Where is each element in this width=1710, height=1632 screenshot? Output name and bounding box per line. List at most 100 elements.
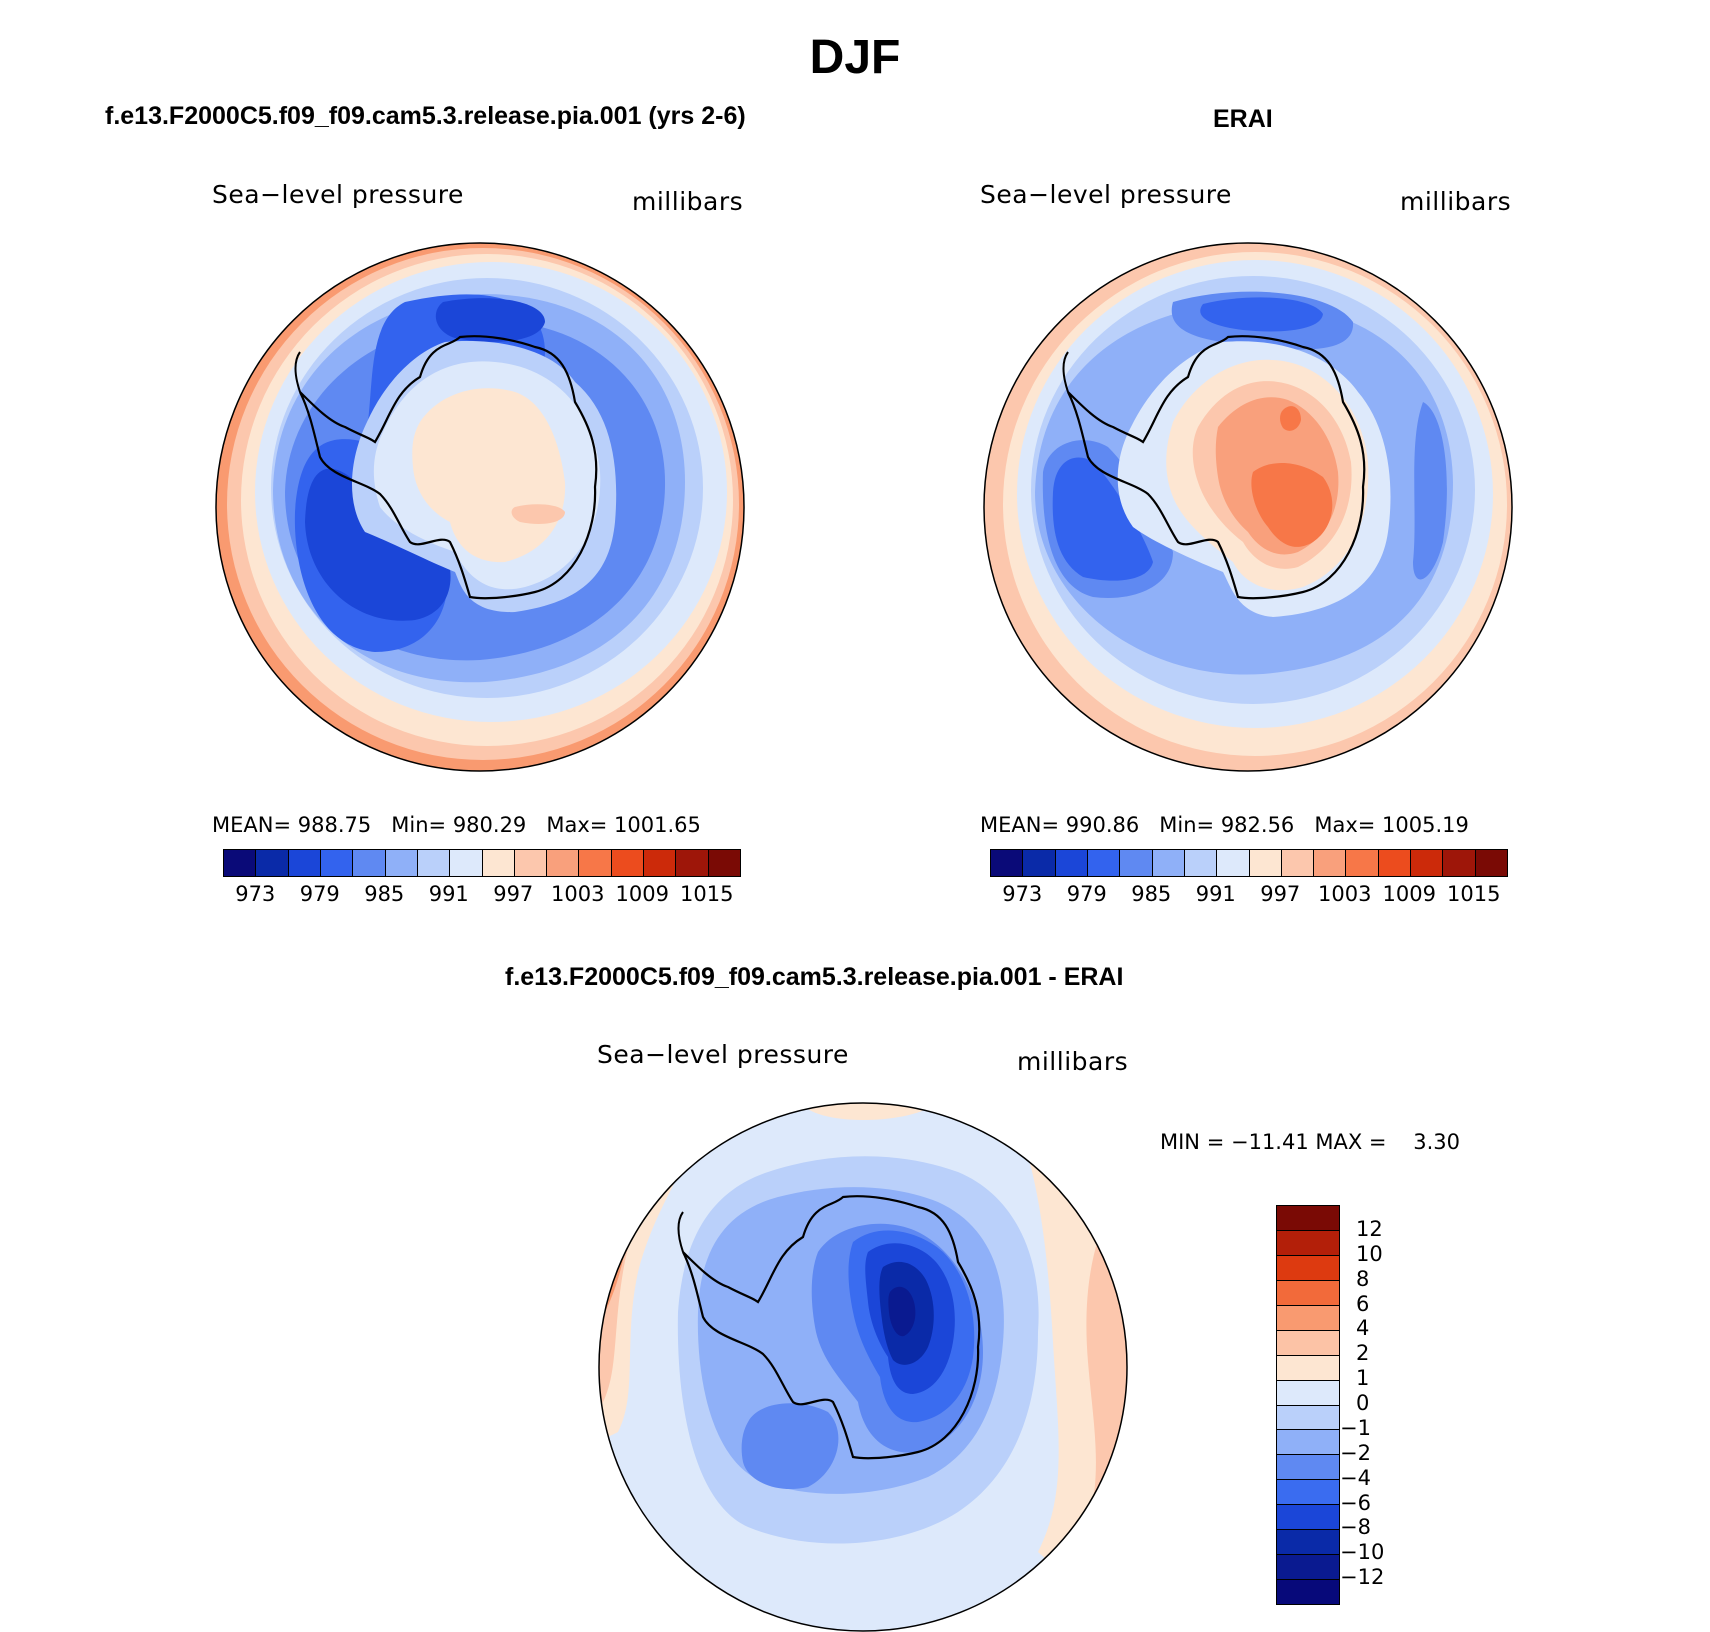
colorbar-tick-label: −12 — [1340, 1565, 1385, 1590]
colorbar-swatch — [1411, 850, 1444, 876]
panel-3-max-value: 3.30 — [1413, 1130, 1461, 1154]
colorbar-swatch — [1475, 850, 1507, 876]
colorbar-swatch — [708, 850, 740, 876]
colorbar-swatch — [1184, 850, 1218, 876]
panel-1-units-label: millibars — [632, 187, 744, 216]
colorbar-tick-label: 1003 — [1318, 882, 1372, 906]
panel-2-map-border — [983, 242, 1513, 772]
panel-2-peninsula-outline — [1062, 351, 1069, 393]
colorbar-swatch — [1277, 1505, 1339, 1531]
colorbar-swatch — [320, 850, 354, 876]
panel-2-max-value: 1005.19 — [1382, 813, 1469, 837]
colorbar-swatch — [1443, 850, 1476, 876]
panel-2-stats: MEAN= 990.86 Min= 982.56 Max= 1005.19 — [980, 813, 1469, 837]
panel-1-antarctica-outline — [299, 335, 598, 600]
colorbar-tick-label: 1003 — [551, 882, 605, 906]
colorbar-swatch — [1249, 850, 1282, 876]
colorbar-tick-label: 1 — [1356, 1366, 1370, 1391]
colorbar-tick-label: 997 — [1260, 882, 1301, 906]
panel-1-continent-max — [511, 504, 565, 524]
panel-1-max-label: Max= — [546, 813, 608, 837]
colorbar-swatch — [1023, 850, 1056, 876]
colorbar-swatch — [1277, 1380, 1339, 1406]
colorbar-swatch — [1152, 850, 1185, 876]
panel-2-variable-label: Sea−level pressure — [980, 180, 1232, 209]
colorbar-tick-label: −4 — [1340, 1465, 1371, 1490]
colorbar-tick-label: 973 — [235, 882, 276, 906]
colorbar-swatch — [644, 850, 677, 876]
panel-1-low-core — [435, 298, 545, 342]
colorbar-swatch — [224, 850, 257, 876]
colorbar-tick-label: 2 — [1356, 1341, 1370, 1366]
panel-1-min-value: 980.29 — [452, 813, 527, 837]
colorbar-swatch — [1281, 850, 1315, 876]
colorbar-tick-label: 973 — [1002, 882, 1043, 906]
colorbar-swatch — [482, 850, 515, 876]
colorbar-swatch — [1277, 1455, 1339, 1481]
panel-1-variable-label: Sea−level pressure — [212, 180, 464, 209]
colorbar-swatch — [547, 850, 580, 876]
colorbar-swatch — [1346, 850, 1379, 876]
colorbar-swatch — [579, 850, 612, 876]
colorbar-swatch — [1055, 850, 1088, 876]
colorbar-swatch — [991, 850, 1024, 876]
panel-1-title: f.e13.F2000C5.f09_f09.cam5.3.release.pia… — [105, 102, 746, 130]
panel-3-antarctica-outline — [682, 1195, 981, 1460]
colorbar-swatch — [288, 850, 321, 876]
colorbar-swatch — [417, 850, 451, 876]
colorbar-tick-label: 991 — [428, 882, 469, 906]
colorbar-tick-label: −1 — [1340, 1415, 1371, 1440]
panel-3-colorbar — [1276, 1205, 1340, 1605]
panel-1-mean-label: MEAN= — [212, 813, 292, 837]
panel-3-units-label: millibars — [1017, 1047, 1129, 1076]
panel-2-continent-max — [1280, 406, 1301, 431]
panel-1-max-value: 1001.65 — [614, 813, 701, 837]
panel-3-min-value: −11.41 — [1230, 1130, 1309, 1154]
colorbar-swatch — [1277, 1280, 1339, 1306]
panel-1-peninsula-outline — [294, 351, 301, 393]
panel-1-colorbar — [223, 849, 741, 877]
panel-3-colorbar-ticks: 12 10 8 6 4 2 1 0 −1 −2 −4 −6 −8 −10 −12 — [1340, 1205, 1436, 1603]
colorbar-swatch — [1378, 850, 1412, 876]
colorbar-swatch — [385, 850, 418, 876]
panel-2-continent-max — [1251, 462, 1333, 547]
colorbar-swatch — [1277, 1580, 1339, 1604]
panel-2-mean-value: 990.86 — [1065, 813, 1140, 837]
colorbar-tick-label: 1015 — [680, 882, 734, 906]
colorbar-swatch — [1277, 1555, 1339, 1581]
colorbar-swatch — [450, 850, 483, 876]
figure-title: DJF — [809, 31, 901, 84]
colorbar-swatch — [1314, 850, 1347, 876]
panel-3-continent-min — [888, 1286, 916, 1337]
colorbar-tick-label: 4 — [1356, 1316, 1370, 1341]
colorbar-tick-label: 991 — [1195, 882, 1236, 906]
panel-3-low-cell — [741, 1403, 839, 1490]
panel-2-min-value: 982.56 — [1220, 813, 1295, 837]
panel-2-max-label: Max= — [1314, 813, 1376, 837]
colorbar-tick-label: −6 — [1340, 1490, 1371, 1515]
panel-3-stats: MIN = −11.41 MAX = 3.30 — [1160, 1130, 1460, 1154]
panel-3-min-label: MIN = — [1160, 1130, 1225, 1154]
panel-2-units-label: millibars — [1400, 187, 1512, 216]
colorbar-swatch — [611, 850, 645, 876]
colorbar-swatch — [1217, 850, 1250, 876]
colorbar-tick-label: 1015 — [1447, 882, 1501, 906]
colorbar-tick-label: 985 — [1131, 882, 1172, 906]
panel-2-colorbar-ticks: 973 979 985 991 997 1003 1009 1015 — [990, 882, 1506, 908]
colorbar-swatch — [1277, 1430, 1339, 1456]
panel-2-low-core — [1200, 297, 1323, 332]
panel-2-map — [983, 242, 1513, 772]
colorbar-tick-label: 8 — [1356, 1266, 1370, 1291]
colorbar-tick-label: 1009 — [1382, 882, 1436, 906]
colorbar-swatch — [256, 850, 289, 876]
colorbar-tick-label: 979 — [299, 882, 340, 906]
panel-1-colorbar-ticks: 973 979 985 991 997 1003 1009 1015 — [223, 882, 739, 908]
panel-1-low-core — [305, 468, 451, 621]
colorbar-swatch — [1277, 1355, 1339, 1381]
colorbar-tick-label: 12 — [1356, 1216, 1383, 1241]
colorbar-swatch — [1277, 1255, 1339, 1281]
colorbar-swatch — [1277, 1230, 1339, 1256]
panel-3-title: f.e13.F2000C5.f09_f09.cam5.3.release.pia… — [505, 963, 1124, 991]
colorbar-swatch — [1120, 850, 1153, 876]
panel-3-map — [598, 1102, 1128, 1632]
